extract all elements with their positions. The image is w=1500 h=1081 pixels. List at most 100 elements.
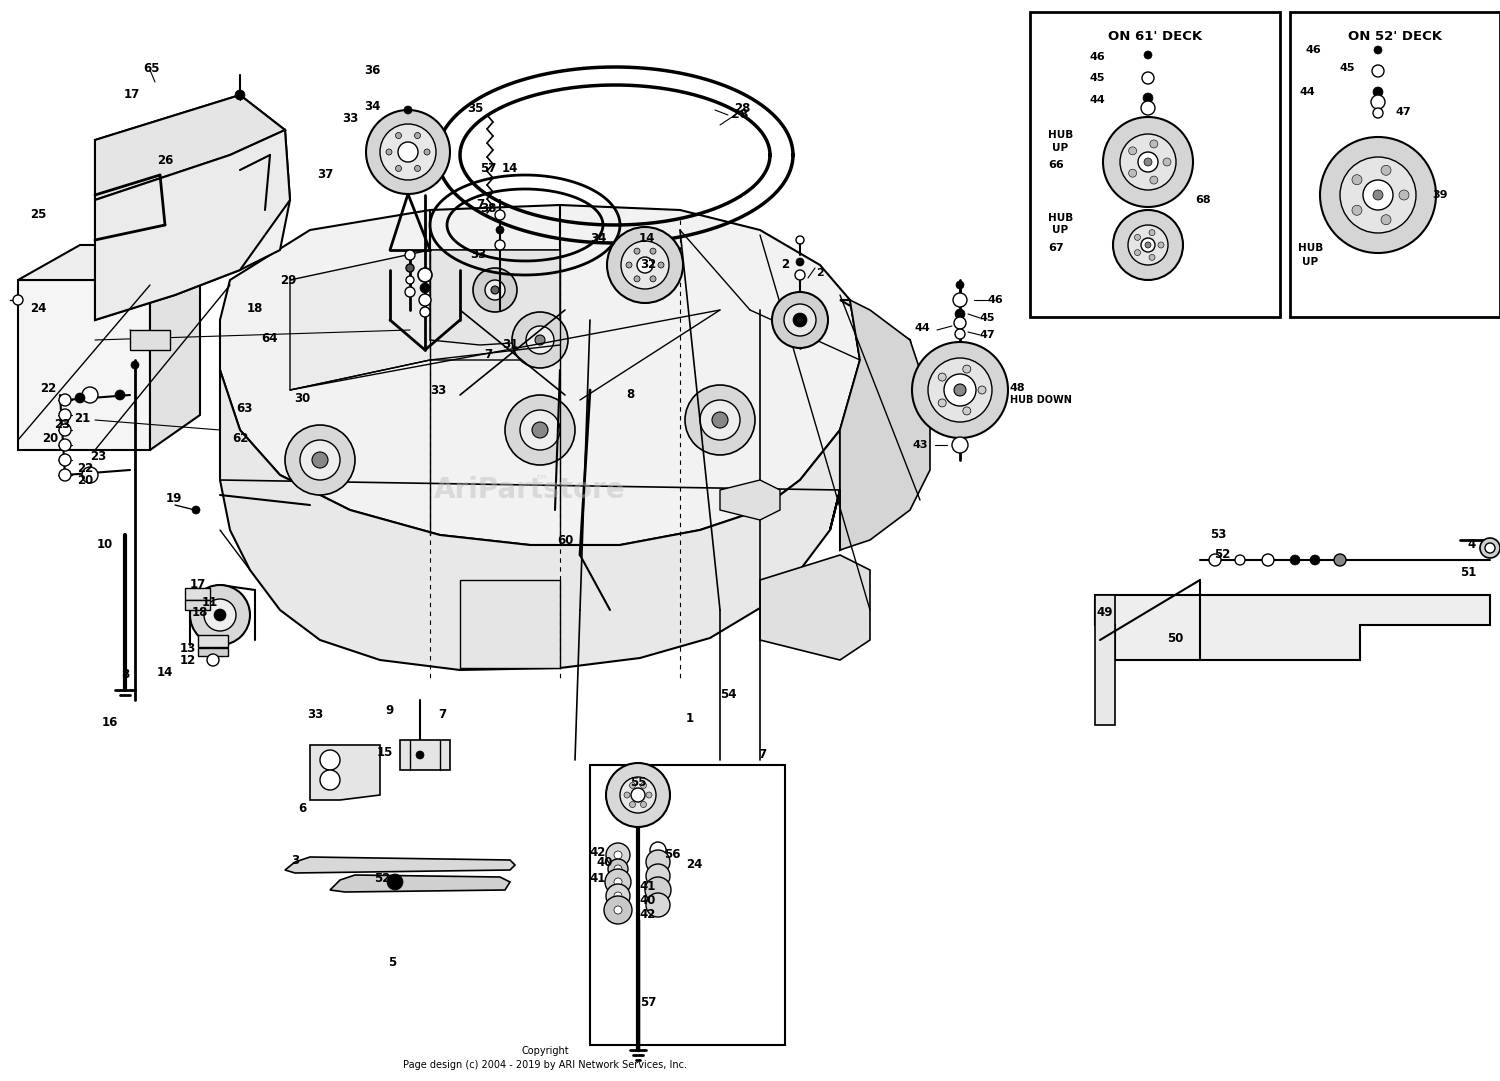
Text: 8: 8 xyxy=(122,668,129,681)
Text: 20: 20 xyxy=(76,473,93,486)
Bar xyxy=(1290,12,1500,317)
Text: 66: 66 xyxy=(1048,160,1064,170)
Circle shape xyxy=(646,792,652,798)
Text: 4: 4 xyxy=(1468,538,1476,551)
Circle shape xyxy=(472,268,518,312)
Circle shape xyxy=(621,241,669,289)
Circle shape xyxy=(419,268,432,282)
Circle shape xyxy=(1334,553,1346,566)
Circle shape xyxy=(420,283,430,293)
Circle shape xyxy=(204,599,236,631)
Circle shape xyxy=(1372,108,1383,118)
Circle shape xyxy=(1134,250,1140,255)
Bar xyxy=(400,740,450,770)
Circle shape xyxy=(638,257,652,273)
Polygon shape xyxy=(330,875,510,892)
Circle shape xyxy=(58,454,70,466)
Circle shape xyxy=(536,335,544,345)
Text: 14: 14 xyxy=(158,667,172,680)
Circle shape xyxy=(1371,95,1384,109)
Bar xyxy=(184,588,210,600)
Text: 7: 7 xyxy=(484,348,492,361)
Circle shape xyxy=(606,884,630,908)
Text: HUB: HUB xyxy=(1048,213,1074,223)
Circle shape xyxy=(380,124,436,181)
Circle shape xyxy=(532,422,548,438)
Circle shape xyxy=(1144,242,1150,248)
Bar xyxy=(198,635,228,648)
Bar xyxy=(1095,595,1114,725)
Text: UP: UP xyxy=(1302,257,1318,267)
Circle shape xyxy=(1144,51,1152,59)
Circle shape xyxy=(614,865,622,873)
Circle shape xyxy=(414,133,420,138)
Text: 52: 52 xyxy=(374,871,390,884)
Text: UP: UP xyxy=(1052,225,1068,235)
Circle shape xyxy=(700,400,740,440)
Circle shape xyxy=(626,262,632,268)
Circle shape xyxy=(640,783,646,788)
Circle shape xyxy=(954,384,966,396)
Polygon shape xyxy=(1095,595,1490,660)
Circle shape xyxy=(784,304,816,336)
Circle shape xyxy=(1142,72,1154,84)
Circle shape xyxy=(58,469,70,481)
Circle shape xyxy=(614,878,622,886)
Text: ON 61' DECK: ON 61' DECK xyxy=(1108,29,1202,42)
Text: 47: 47 xyxy=(1395,107,1410,117)
Text: 16: 16 xyxy=(102,717,118,730)
Text: 53: 53 xyxy=(1210,529,1225,542)
Text: 12: 12 xyxy=(180,654,196,667)
Text: 45: 45 xyxy=(1090,74,1106,83)
Circle shape xyxy=(912,342,1008,438)
Circle shape xyxy=(1480,538,1500,558)
Circle shape xyxy=(952,293,968,307)
Circle shape xyxy=(1138,152,1158,172)
Text: 47: 47 xyxy=(980,330,996,341)
Text: 50: 50 xyxy=(1167,631,1184,644)
Text: 57: 57 xyxy=(640,996,656,1009)
Circle shape xyxy=(484,280,506,301)
Polygon shape xyxy=(18,245,200,280)
Circle shape xyxy=(192,506,200,513)
Text: UP: UP xyxy=(1052,143,1068,154)
Polygon shape xyxy=(285,857,514,873)
Text: 46: 46 xyxy=(1090,52,1106,62)
Circle shape xyxy=(1128,169,1137,177)
Circle shape xyxy=(650,842,666,858)
Text: 28: 28 xyxy=(732,108,748,121)
Circle shape xyxy=(416,751,424,759)
Circle shape xyxy=(386,149,392,155)
Text: 33: 33 xyxy=(430,384,445,397)
Text: 20: 20 xyxy=(42,431,58,444)
Text: 17: 17 xyxy=(124,89,140,102)
Circle shape xyxy=(712,412,728,428)
Polygon shape xyxy=(720,480,780,520)
Text: 6: 6 xyxy=(298,801,306,814)
Circle shape xyxy=(614,906,622,915)
Text: 44: 44 xyxy=(914,323,930,333)
Circle shape xyxy=(387,875,404,890)
Circle shape xyxy=(405,250,416,261)
Text: 41: 41 xyxy=(590,871,606,884)
Circle shape xyxy=(406,276,414,284)
Polygon shape xyxy=(460,580,560,668)
Circle shape xyxy=(963,406,970,415)
Circle shape xyxy=(1310,555,1320,565)
Text: 44: 44 xyxy=(1300,86,1316,97)
Text: 48: 48 xyxy=(1010,383,1026,393)
Circle shape xyxy=(58,439,70,451)
Circle shape xyxy=(944,374,976,406)
Polygon shape xyxy=(220,205,859,545)
Text: 19: 19 xyxy=(166,492,182,505)
Circle shape xyxy=(796,236,804,244)
Polygon shape xyxy=(94,95,290,320)
Text: 28: 28 xyxy=(734,102,750,115)
Text: 11: 11 xyxy=(202,597,217,610)
Circle shape xyxy=(495,240,506,250)
Circle shape xyxy=(1400,190,1408,200)
Circle shape xyxy=(630,783,636,788)
Text: 9: 9 xyxy=(386,704,394,717)
Text: 42: 42 xyxy=(640,908,656,921)
Circle shape xyxy=(1372,190,1383,200)
